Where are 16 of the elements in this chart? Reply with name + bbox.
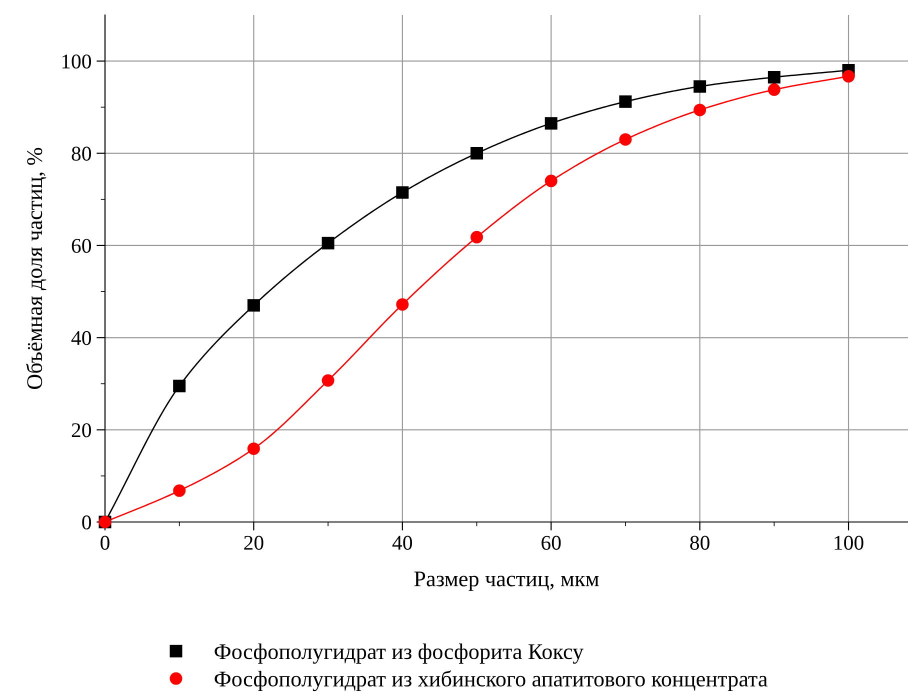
x-tick-label: 0: [100, 536, 110, 550]
y-axis-title: Объёмная доля частиц, %: [26, 148, 46, 389]
x-tick-label: 40: [392, 536, 412, 550]
x-axis-title: Размер частиц, мкм: [414, 572, 599, 591]
y-tick-label: 20: [72, 423, 92, 438]
y-tick-label: 40: [71, 331, 92, 346]
x-tick-label: 60: [542, 536, 561, 550]
y-tick-label: 0: [82, 515, 92, 530]
y-tick-label: 60: [72, 238, 92, 253]
x-tick-label: 20: [244, 536, 264, 550]
legend-label: Фосфополугидрат из хибинского апатитового концентрата: [214, 670, 768, 692]
x-tick-label: 100: [834, 536, 864, 550]
x-tick-label: 80: [690, 536, 710, 550]
legend-label: Фосфополугидрат из фосфорита Коксу: [214, 644, 584, 664]
y-tick-label: 100: [62, 54, 92, 69]
y-tick-label: 80: [72, 146, 92, 161]
